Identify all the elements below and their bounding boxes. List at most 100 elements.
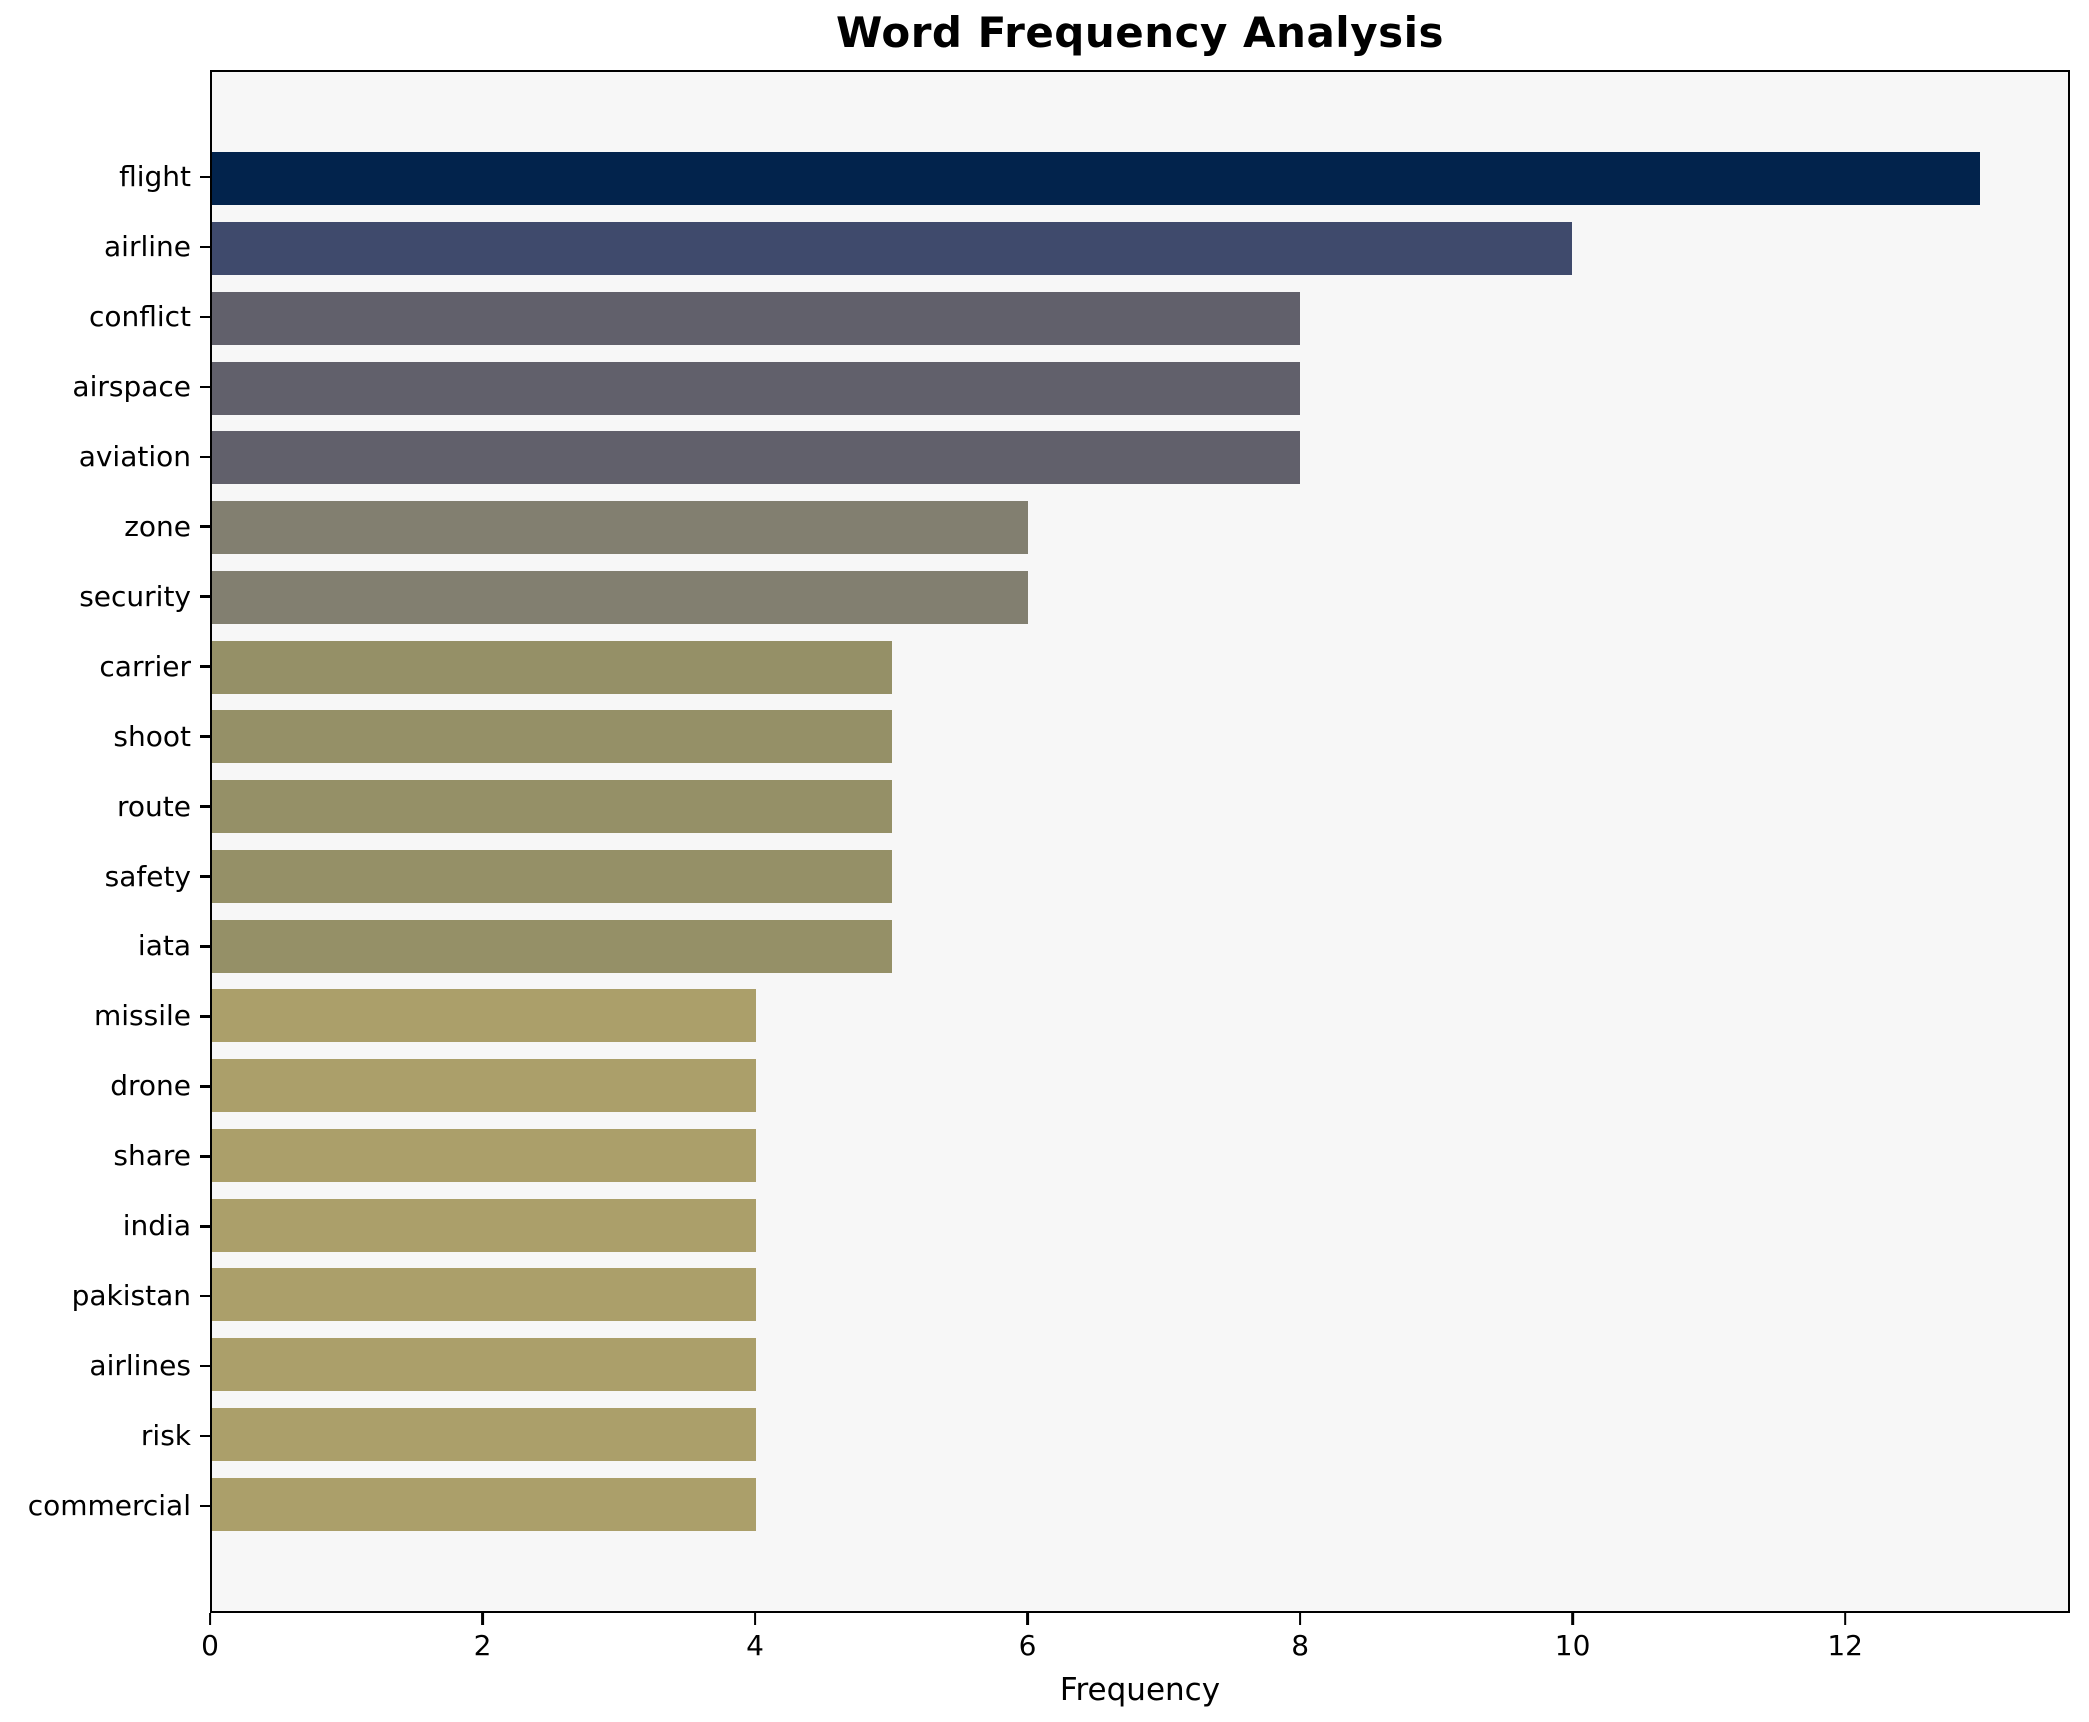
y-label-row: commercial <box>0 1471 210 1541</box>
bar-row <box>212 353 2068 423</box>
x-tick-mark <box>1026 1613 1029 1625</box>
bar-row <box>212 632 2068 702</box>
bar-row <box>212 1190 2068 1260</box>
bar-india <box>212 1198 756 1252</box>
category-label-aviation: aviation <box>78 439 191 473</box>
bar-drone <box>212 1059 756 1113</box>
x-tick-label: 2 <box>473 1629 492 1662</box>
bar-row <box>212 1400 2068 1470</box>
x-tick-mark <box>208 1613 212 1625</box>
y-tick-mark <box>200 945 210 948</box>
y-label-row: zone <box>0 492 210 562</box>
bar-conflict <box>212 291 1300 345</box>
bar-row <box>212 702 2068 772</box>
bar-row <box>212 284 2068 354</box>
bar-airspace <box>212 361 1300 415</box>
category-label-airspace: airspace <box>72 369 191 403</box>
bar-row <box>212 214 2068 284</box>
x-tick-4: 4 <box>746 1613 764 1660</box>
bar-row <box>212 493 2068 563</box>
y-tick-mark <box>200 245 210 249</box>
x-tick-mark <box>753 1613 757 1625</box>
y-label-row: conflict <box>0 282 210 352</box>
bar-shoot <box>212 710 892 764</box>
y-label-row: aviation <box>0 422 210 492</box>
y-label-row: pakistan <box>0 1261 210 1331</box>
x-tick-10: 10 <box>1554 1613 1591 1662</box>
y-label-row: carrier <box>0 632 210 702</box>
bar-row <box>212 772 2068 842</box>
category-label-carrier: carrier <box>99 649 191 683</box>
category-label-shoot: shoot <box>113 719 191 753</box>
category-label-airlines: airlines <box>89 1349 191 1383</box>
y-tick-mark <box>200 1155 210 1158</box>
bar-commercial <box>212 1477 756 1531</box>
bar-row <box>212 842 2068 912</box>
bar-zone <box>212 501 1028 555</box>
y-label-row: share <box>0 1121 210 1191</box>
category-label-share: share <box>113 1139 191 1173</box>
bar-row <box>212 1330 2068 1400</box>
bar-row <box>212 1469 2068 1539</box>
x-tick-8: 8 <box>1291 1613 1309 1660</box>
chart-title: Word Frequency Analysis <box>836 8 1444 57</box>
x-tick-label: 10 <box>1554 1629 1591 1662</box>
category-label-india: india <box>122 1209 191 1243</box>
bar-share <box>212 1128 756 1182</box>
category-label-airline: airline <box>104 229 191 263</box>
bar-risk <box>212 1407 756 1461</box>
bar-row <box>212 563 2068 633</box>
bar-carrier <box>212 640 892 694</box>
y-tick-mark <box>200 1364 210 1368</box>
y-tick-mark <box>200 175 210 179</box>
x-tick-label: 6 <box>1018 1629 1037 1662</box>
y-tick-mark <box>200 1015 210 1018</box>
y-tick-mark <box>200 1225 210 1228</box>
bar-missile <box>212 989 756 1043</box>
y-tick-mark <box>200 315 210 319</box>
bar-aviation <box>212 431 1300 485</box>
bar-airline <box>212 222 1572 276</box>
plot-area <box>210 70 2070 1613</box>
x-axis: 0 2 4 6 8 10 12 <box>201 1613 2070 1673</box>
y-label-row: airlines <box>0 1331 210 1401</box>
category-label-commercial: commercial <box>27 1489 191 1523</box>
y-label-row: airline <box>0 212 210 282</box>
x-tick-6: 6 <box>1018 1613 1037 1662</box>
y-label-row: iata <box>0 911 210 981</box>
category-label-iata: iata <box>137 929 191 963</box>
category-label-safety: safety <box>104 859 191 893</box>
category-label-drone: drone <box>110 1069 191 1103</box>
y-label-row: shoot <box>0 702 210 772</box>
y-label-row: safety <box>0 842 210 912</box>
bar-row <box>212 1260 2068 1330</box>
x-tick-mark <box>481 1613 484 1625</box>
x-tick-mark <box>1571 1613 1574 1625</box>
y-tick-mark <box>200 1294 210 1298</box>
y-tick-mark <box>200 1434 210 1438</box>
x-tick-mark <box>1298 1613 1302 1625</box>
y-label-row: security <box>0 562 210 632</box>
category-label-conflict: conflict <box>88 299 191 333</box>
y-label-row: risk <box>0 1401 210 1471</box>
x-tick-label: 0 <box>201 1629 219 1662</box>
category-label-zone: zone <box>124 509 191 543</box>
y-tick-mark <box>200 1085 210 1088</box>
bar-airlines <box>212 1338 756 1392</box>
bar-row <box>212 144 2068 214</box>
y-label-row: india <box>0 1191 210 1261</box>
y-tick-mark <box>200 1504 210 1508</box>
category-label-security: security <box>79 579 191 613</box>
y-label-row: flight <box>0 142 210 212</box>
bar-iata <box>212 919 892 973</box>
category-label-pakistan: pakistan <box>71 1279 191 1313</box>
x-tick-2: 2 <box>473 1613 492 1662</box>
bar-rows <box>212 72 2068 1611</box>
bar-row <box>212 423 2068 493</box>
y-tick-mark <box>200 805 210 808</box>
bar-security <box>212 570 1028 624</box>
category-label-route: route <box>117 789 191 823</box>
x-axis-label: Frequency <box>1059 1672 1221 1708</box>
x-tick-label: 4 <box>746 1629 764 1662</box>
